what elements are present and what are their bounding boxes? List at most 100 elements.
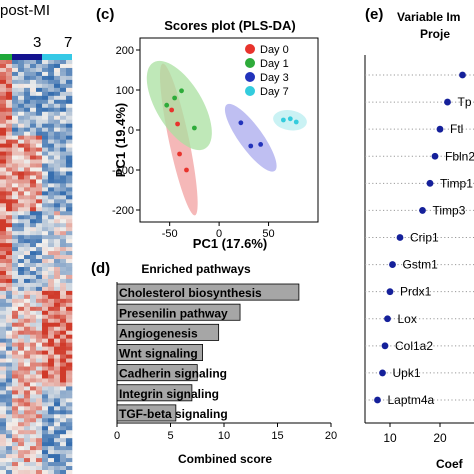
heatmap-cell [6, 103, 13, 109]
heatmap-cell [36, 60, 43, 65]
heatmap-cell [24, 322, 31, 328]
heatmap-cell [48, 358, 55, 363]
heatmap-cell [0, 171, 7, 176]
vip-gene-label: Prdx1 [400, 285, 432, 299]
heatmap-cell [36, 91, 43, 97]
vip-point [374, 396, 381, 404]
heatmap-cell [66, 91, 73, 97]
heatmap-cell [42, 235, 49, 240]
heatmap-cell [12, 71, 19, 77]
heatmap-cell [66, 422, 73, 427]
heatmap-cell [24, 171, 31, 176]
heatmap-cell [30, 286, 37, 292]
data-point-series-2 [238, 120, 244, 126]
heatmap-cell [30, 406, 37, 411]
heatmap-cell [36, 171, 43, 176]
heatmap-cell [60, 398, 67, 403]
heatmap-cell [6, 346, 13, 351]
heatmap-cell [48, 418, 55, 423]
heatmap-cell [42, 171, 49, 176]
heatmap-cell [18, 314, 25, 320]
heatmap-cell [36, 195, 43, 200]
heatmap-cell [42, 111, 49, 117]
heatmap-cell [30, 346, 37, 351]
data-point-series-1 [172, 95, 178, 101]
heatmap-cell [0, 127, 7, 132]
heatmap-cell [0, 342, 7, 347]
heatmap-cell [6, 278, 13, 284]
heatmap-cell [42, 155, 49, 160]
heatmap-cell [60, 239, 67, 244]
heatmap-cell [66, 450, 73, 455]
heatmap-cell [36, 239, 43, 244]
heatmap-cell [18, 123, 25, 128]
heatmap-cell [30, 131, 37, 136]
heatmap-cell [30, 434, 37, 439]
heatmap-cell [54, 318, 61, 324]
heatmap-cell [12, 151, 19, 156]
heatmap-cell [30, 167, 37, 172]
heatmap-cell [12, 179, 19, 184]
heatmap-cell [54, 342, 61, 347]
heatmap-cell [60, 402, 67, 407]
heatmap-cell [60, 75, 67, 81]
heatmap-cell [24, 446, 31, 451]
heatmap-cell [66, 298, 73, 304]
heatmap-cell [60, 83, 67, 89]
heatmap-cell [54, 139, 61, 144]
heatmap-cell [60, 346, 67, 351]
heatmap-cell [30, 179, 37, 184]
heatmap-cell [54, 450, 61, 455]
heatmap-cell [48, 191, 55, 196]
heatmap-cell [30, 215, 37, 220]
heatmap-cell [12, 135, 19, 140]
heatmap-cell [24, 231, 31, 236]
heatmap-cell [18, 342, 25, 347]
heatmap-cell [24, 87, 31, 93]
heatmap-cell [12, 350, 19, 355]
heatmap-cell [48, 179, 55, 184]
heatmap-cell [60, 267, 67, 272]
heatmap-cell [0, 278, 7, 284]
heatmap-cell [66, 119, 73, 124]
heatmap-cell [60, 223, 67, 228]
heatmap-cell [0, 83, 7, 89]
heatmap-cell [24, 330, 31, 335]
heatmap-cell [54, 394, 61, 399]
heatmap-cell [42, 255, 49, 260]
heatmap-cell [54, 60, 61, 65]
heatmap-cell [36, 398, 43, 403]
heatmap-cell [30, 99, 37, 105]
heatmap-cell [6, 91, 13, 97]
heatmap-cell [24, 346, 31, 351]
heatmap-cell [30, 450, 37, 455]
heatmap-cell [36, 163, 43, 168]
heatmap-cell [30, 155, 37, 160]
heatmap-cell [0, 219, 7, 224]
heatmap-cell [66, 454, 73, 459]
heatmap-cell [54, 267, 61, 272]
heatmap-cell [6, 127, 13, 132]
heatmap-cell [54, 199, 61, 204]
heatmap-cell [48, 438, 55, 443]
heatmap-cell [30, 135, 37, 140]
heatmap-cell [12, 318, 19, 324]
heatmap-cell [12, 374, 19, 379]
heatmap-cell [0, 330, 7, 335]
heatmap-cell [60, 354, 67, 359]
heatmap-cell [36, 223, 43, 228]
heatmap-cell [60, 151, 67, 156]
heatmap-cell [66, 111, 73, 117]
heatmap-cell [60, 330, 67, 335]
heatmap-cell [12, 171, 19, 176]
heatmap-cell [60, 374, 67, 379]
heatmap-cell [18, 119, 25, 124]
heatmap-cell [18, 330, 25, 335]
heatmap-cell [18, 251, 25, 256]
heatmap-cell [24, 179, 31, 184]
heatmap-cell [60, 103, 67, 109]
heatmap-cell [6, 207, 13, 212]
heatmap-cell [36, 95, 43, 101]
heatmap-cell [48, 290, 55, 296]
heatmap-cell [0, 187, 7, 192]
